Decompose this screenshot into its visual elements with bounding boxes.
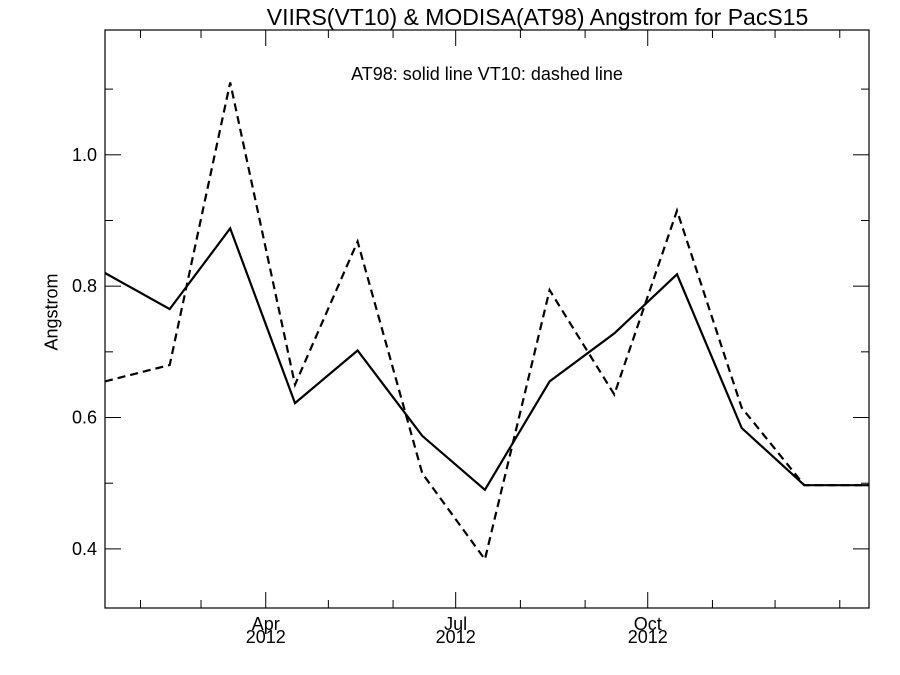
y-tick-label: 0.8 — [72, 276, 97, 296]
y-tick-label: 0.4 — [72, 539, 97, 559]
x-tick-label-month: Jul — [444, 614, 467, 634]
line-style-annotation: AT98: solid line VT10: dashed line — [351, 64, 623, 84]
x-tick-label-year: 2012 — [246, 627, 286, 647]
series-line-at98 — [104, 226, 869, 492]
plot-frame — [104, 29, 870, 609]
x-tick-label-year: 2012 — [628, 627, 668, 647]
x-tick-label-month: Apr — [252, 614, 280, 634]
y-tick-labels: 0.4 0.6 0.8 1.0 — [72, 145, 97, 559]
y-tick-label: 1.0 — [72, 145, 97, 165]
series-lines — [104, 82, 869, 562]
series-line-vt10 — [104, 82, 869, 562]
x-tick-label-month: Oct — [634, 614, 662, 634]
axis-ticks — [105, 30, 869, 608]
y-tick-label: 0.6 — [72, 408, 97, 428]
chart-title: VIIRS(VT10) & MODISA(AT98) Angstrom for … — [266, 4, 809, 30]
x-tick-label-year: 2012 — [436, 627, 476, 647]
